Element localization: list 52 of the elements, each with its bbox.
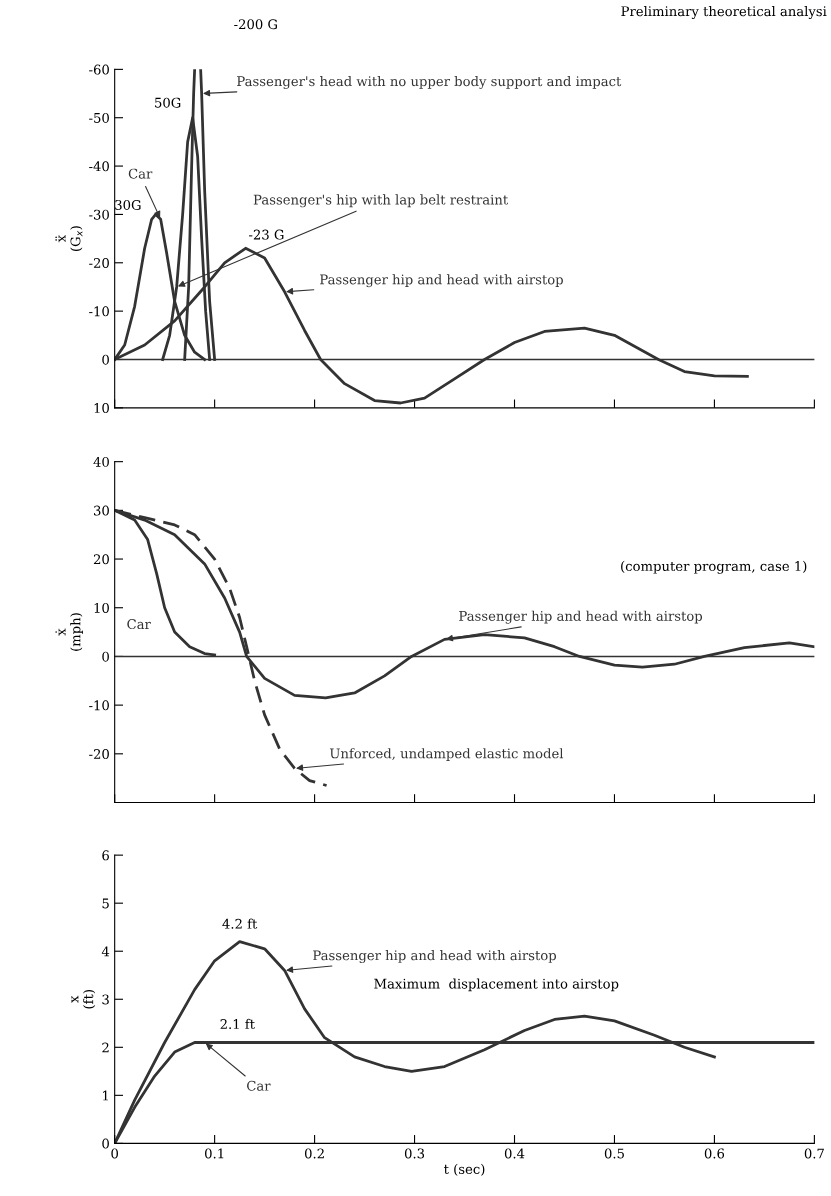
x-tick-label: 0.5 — [604, 1148, 624, 1159]
annotation: 50G — [155, 97, 181, 108]
y-tick-label: 40 — [93, 456, 109, 467]
annotation: 2.1 ft — [220, 1018, 255, 1030]
text: Passenger hip and head with airstop — [313, 950, 557, 964]
y-axis-title: ẍ (G$_{x}$) — [55, 226, 83, 252]
x-tick-label: 0.3 — [404, 1148, 425, 1159]
y-tick-label: 4 — [101, 946, 110, 957]
x-tick-label: 0.4 — [504, 1148, 525, 1159]
y-tick-label: -60 — [89, 64, 109, 75]
y-tick-label: -40 — [89, 161, 109, 172]
text: Car — [247, 1080, 271, 1091]
y-tick-label: -20 — [89, 749, 109, 760]
y-tick-label: -20 — [89, 258, 109, 268]
text: Passenger hip and head with airstop — [320, 274, 563, 288]
annotation: Maximum displacement into airstop — [374, 978, 619, 992]
annotation: -23 G — [249, 229, 284, 240]
x-tick-label: 0.1 — [205, 1148, 224, 1159]
text: Passenger's hip with lap belt restraint — [253, 194, 509, 208]
text: Car — [128, 168, 153, 179]
annotation: 30G — [115, 199, 141, 210]
y-tick-label: -30 — [89, 209, 109, 220]
series-label: Passenger hip and head with airstop — [459, 610, 703, 624]
annotation: (computer program, case 1) — [621, 560, 807, 574]
y-tick-label: -10 — [89, 306, 109, 317]
y-axis-title: x (ft) — [71, 990, 96, 1009]
annotation: 4.2 ft — [222, 918, 258, 929]
x-tick-label: 0 — [111, 1148, 118, 1159]
series-label: Car — [127, 619, 151, 630]
y-tick-label: -50 — [89, 112, 109, 123]
text: -200 G — [234, 19, 277, 30]
x-tick-label: 0.2 — [304, 1148, 324, 1159]
y-tick-label: 0 — [102, 1138, 109, 1149]
y-tick-label: 0 — [102, 354, 109, 365]
x-tick-label: 0.7 — [804, 1148, 824, 1159]
text: Passenger's head with no upper body support and impact — [237, 75, 622, 89]
x-axis-title: t (sec) — [444, 1163, 485, 1176]
y-tick-label: 10 — [94, 403, 109, 414]
chart-title: Preliminary theoretical analysi — [621, 5, 827, 19]
y-tick-label: 1 — [103, 1090, 108, 1101]
y-tick-label: 20 — [93, 554, 109, 565]
y-tick-label: 10 — [94, 602, 109, 613]
y-tick-label: 2 — [102, 1042, 109, 1053]
x-tick-label: 0.6 — [704, 1148, 725, 1159]
y-axis-title: ẋ (mph) — [55, 613, 84, 651]
series-label: Unforced, undamped elastic model — [329, 748, 564, 761]
y-tick-label: -10 — [89, 700, 109, 711]
y-tick-label: 6 — [102, 850, 109, 861]
y-tick-label: 0 — [102, 651, 109, 662]
y-tick-label: 30 — [94, 505, 109, 516]
y-tick-label: 5 — [102, 898, 109, 909]
y-tick-label: 3 — [102, 994, 109, 1005]
